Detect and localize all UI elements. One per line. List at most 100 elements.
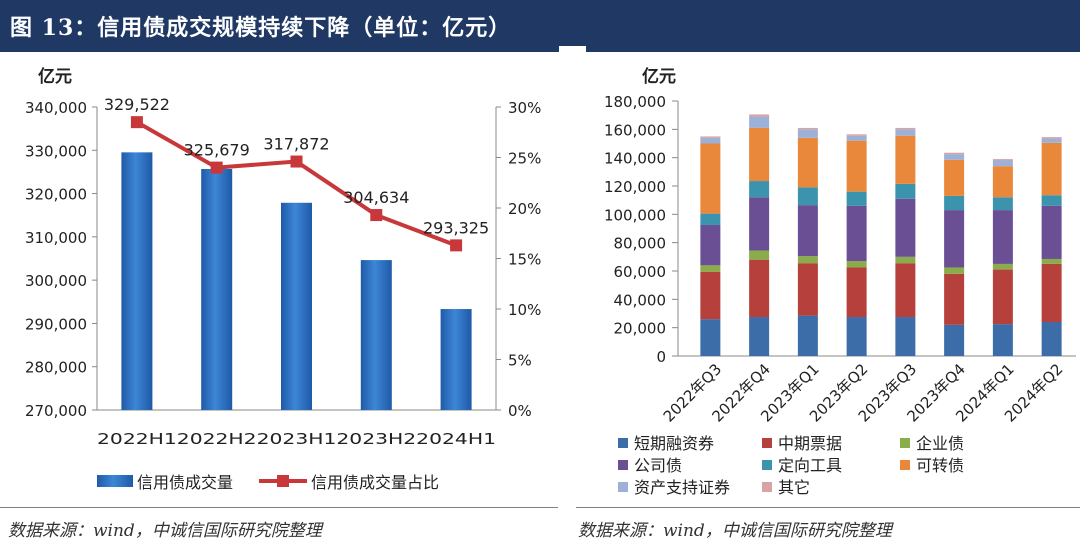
legend-swatch — [900, 438, 910, 448]
line-marker — [290, 155, 303, 168]
stacked-bar-segment — [700, 136, 721, 138]
stacked-bar-segment — [797, 129, 818, 138]
legend-swatch — [762, 438, 772, 448]
x-tick-label: 2023H2 — [336, 430, 416, 448]
legend-label: 中期票据 — [778, 434, 842, 453]
stacked-bar-segment — [749, 317, 770, 356]
y-tick-label: 280,000 — [25, 359, 87, 377]
y-tick-label: 290,000 — [25, 315, 87, 333]
legend-swatch — [900, 460, 910, 470]
stacked-bar-segment — [992, 210, 1013, 264]
x-tick-label: 2022H1 — [97, 430, 177, 448]
stacked-bar-segment — [797, 315, 818, 356]
stacked-bar-segment — [749, 197, 770, 251]
stacked-bar-segment — [895, 135, 916, 184]
y-tick-label: 100,000 — [604, 206, 666, 224]
stacked-bar-segment — [700, 143, 721, 214]
stacked-bar-segment — [944, 273, 965, 325]
line-marker — [450, 239, 463, 252]
stacked-bar-segment — [895, 183, 916, 199]
stacked-bar-segment — [992, 269, 1013, 325]
stacked-bar-segment — [992, 160, 1013, 167]
source-rule-left — [0, 507, 558, 508]
stacked-bar-segment — [895, 263, 916, 318]
stacked-bar-segment — [846, 205, 867, 262]
data-label: 329,522 — [104, 95, 170, 114]
y2-tick-label: 10% — [508, 301, 541, 319]
stacked-bar-segment — [944, 267, 965, 274]
y-tick-label: 180,000 — [604, 93, 666, 111]
stacked-bar-segment — [797, 137, 818, 188]
y2-tick-label: 20% — [508, 200, 541, 218]
y-tick-label: 120,000 — [604, 178, 666, 196]
data-label: 304,634 — [343, 188, 409, 207]
stacked-bar-segment — [944, 152, 965, 155]
y-tick-label: 340,000 — [25, 99, 87, 117]
legend-label: 资产支持证券 — [634, 478, 730, 497]
y-tick-label: 270,000 — [25, 402, 87, 420]
legend-swatch-bar — [97, 475, 133, 487]
source-note-left: 数据来源：wind，中诚信国际研究院整理 — [8, 521, 322, 541]
y2-tick-label: 0% — [508, 402, 532, 420]
stacked-bar-segment — [846, 261, 867, 268]
legend-label: 企业债 — [916, 434, 964, 453]
stacked-bar-segment — [992, 159, 1013, 161]
legend-label: 公司债 — [634, 456, 682, 475]
stacked-bar-segment — [749, 259, 770, 318]
x-tick-label: 2024H1 — [416, 430, 496, 448]
stacked-bar-segment — [846, 140, 867, 192]
stacked-bar-segment — [944, 154, 965, 160]
y-tick-label: 310,000 — [25, 229, 87, 247]
stacked-bar-segment — [749, 127, 770, 182]
legend-label: 定向工具 — [778, 456, 842, 475]
y-tick-label: 40,000 — [614, 291, 667, 309]
stacked-bar-segment — [895, 317, 916, 356]
y-tick-label: 140,000 — [604, 150, 666, 168]
legend-label: 可转债 — [916, 456, 964, 475]
bar — [281, 202, 312, 410]
stacked-bar-segment — [895, 127, 916, 130]
stacked-bar-segment — [797, 263, 818, 316]
stacked-bar-segment — [992, 197, 1013, 211]
stacked-bar-segment — [1041, 195, 1062, 206]
stacked-bar-segment — [944, 324, 965, 356]
stacked-bar-segment — [700, 271, 721, 320]
y-tick-label: 80,000 — [614, 235, 667, 253]
stacked-bar-segment — [1041, 205, 1062, 259]
stacked-bar-segment — [1041, 322, 1062, 356]
stacked-bar-segment — [797, 205, 818, 257]
line-marker — [370, 209, 383, 222]
y-tick-label: 300,000 — [25, 272, 87, 290]
y2-tick-label: 30% — [508, 99, 541, 117]
y-tick-label: 160,000 — [604, 121, 666, 139]
stacked-bar-segment — [992, 166, 1013, 198]
stacked-bar-segment — [797, 187, 818, 206]
stacked-bar-segment — [749, 181, 770, 198]
stacked-bar-segment — [700, 213, 721, 225]
stacked-bar-segment — [1041, 137, 1062, 139]
stacked-bar-segment — [846, 134, 867, 136]
y2-tick-label: 5% — [508, 352, 532, 370]
stacked-bar-segment — [992, 324, 1013, 356]
stacked-bar-segment — [700, 265, 721, 272]
source-rule-right — [576, 507, 1080, 508]
stacked-bar-segment — [944, 195, 965, 211]
y2-tick-label: 25% — [508, 150, 541, 168]
line-marker — [210, 161, 223, 174]
stacked-bar-segment — [944, 159, 965, 196]
bar — [201, 168, 233, 410]
bar — [121, 152, 153, 410]
stacked-bar-segment — [846, 135, 867, 141]
stacked-bar-segment — [895, 129, 916, 136]
stacked-bar-segment — [749, 116, 770, 128]
stacked-bar-segment — [1041, 142, 1062, 196]
bar — [360, 260, 392, 410]
stacked-bar-segment — [944, 210, 965, 268]
stacked-bar-segment — [992, 263, 1013, 270]
legend-swatch — [618, 482, 628, 492]
legend-swatch — [618, 438, 628, 448]
stacked-bar-segment — [1041, 263, 1062, 322]
y-axis-unit: 亿元 — [642, 66, 676, 87]
legend-swatch — [762, 460, 772, 470]
source-note-right: 数据来源：wind，中诚信国际研究院整理 — [578, 521, 892, 541]
